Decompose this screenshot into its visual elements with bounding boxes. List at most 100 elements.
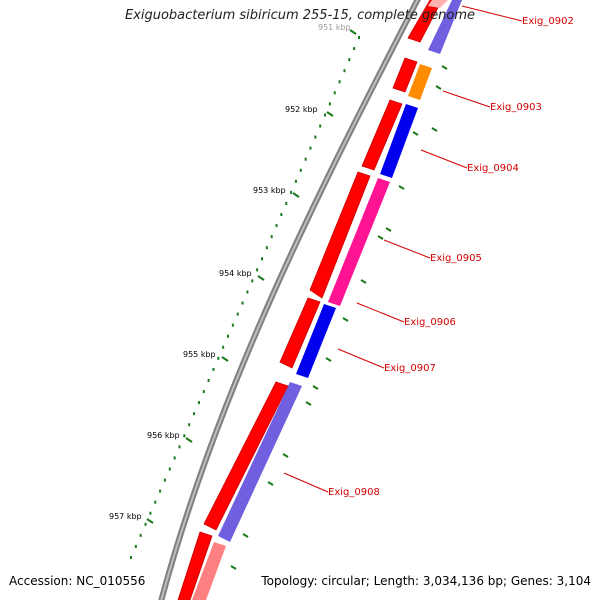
scale-dot xyxy=(178,445,181,449)
minor-tick xyxy=(305,401,312,406)
scale-dot xyxy=(280,213,283,217)
gene-label[interactable]: Exig_0906 xyxy=(404,317,456,328)
leader-line xyxy=(420,149,468,169)
scale-dots xyxy=(130,36,360,559)
gene-label[interactable]: Exig_0907 xyxy=(384,363,436,374)
minor-tick xyxy=(242,533,249,538)
scale-dot xyxy=(328,102,331,106)
scale-dot xyxy=(285,201,288,205)
scale-dot xyxy=(212,367,215,371)
gene-leader-lines xyxy=(283,5,523,493)
minor-tick xyxy=(312,385,319,390)
scale-dot xyxy=(314,135,317,139)
scale-labels: 951 kbp 952 kbp 953 kbp 954 kbp 955 kbp 956 k… xyxy=(109,23,351,521)
scale-dot xyxy=(324,113,327,117)
leader-line xyxy=(383,239,431,259)
minor-tick xyxy=(385,227,392,232)
minor-tick xyxy=(435,85,442,90)
gene-arrow[interactable] xyxy=(392,57,418,93)
scale-dot xyxy=(173,456,176,460)
leader-line xyxy=(461,5,523,22)
minor-tick xyxy=(325,357,332,362)
scale-dot xyxy=(231,323,234,327)
minor-tick xyxy=(282,453,289,458)
scale-dot xyxy=(217,356,220,360)
gene-label[interactable]: Exig_0905 xyxy=(430,253,482,264)
scale-dot xyxy=(275,224,278,228)
minor-tick xyxy=(360,279,367,284)
scale-tick xyxy=(257,275,265,281)
gene-block[interactable] xyxy=(328,178,390,306)
scale-dot xyxy=(163,478,166,482)
scale-dot xyxy=(207,378,210,382)
gene-arrow[interactable] xyxy=(177,531,213,600)
scale-tick xyxy=(185,437,193,443)
scale-dot xyxy=(134,544,137,548)
minor-tick xyxy=(431,127,438,132)
scale-dot xyxy=(343,69,346,73)
minor-tick xyxy=(377,235,384,240)
scale-dot xyxy=(188,423,191,427)
scale-dot xyxy=(260,257,263,261)
scale-tick xyxy=(349,29,357,35)
minor-tick xyxy=(412,131,419,136)
leader-line xyxy=(283,472,329,493)
scale-label: 956 kbp xyxy=(147,431,180,440)
gene-block[interactable] xyxy=(218,382,302,542)
scale-ticks xyxy=(146,29,448,570)
scale-dot xyxy=(348,58,351,62)
gene-block[interactable] xyxy=(296,304,336,378)
genome-backbone xyxy=(158,0,421,600)
scale-dot xyxy=(193,412,196,416)
gene-block[interactable] xyxy=(428,0,448,8)
gene-arrow[interactable] xyxy=(361,99,403,171)
scale-dot xyxy=(130,556,132,559)
accession-label: Accession: NC_010556 xyxy=(9,574,146,588)
scale-dot xyxy=(265,246,268,250)
scale-dot xyxy=(159,489,162,493)
minor-tick xyxy=(342,317,349,322)
gene-labels: Exig_0902 Exig_0903 Exig_0904 Exig_0905 Exig… xyxy=(328,16,574,498)
gene-block[interactable] xyxy=(380,104,418,178)
gene-label[interactable]: Exig_0904 xyxy=(467,163,519,174)
scale-dot xyxy=(256,268,259,272)
gene-block[interactable] xyxy=(428,0,462,54)
scale-dot xyxy=(144,522,147,526)
gene-label[interactable]: Exig_0902 xyxy=(522,16,574,27)
gene-arrow[interactable] xyxy=(309,171,371,299)
gene-arrow[interactable] xyxy=(407,0,443,43)
scale-dot xyxy=(149,511,152,515)
scale-dot xyxy=(227,334,230,338)
scale-tick xyxy=(221,356,229,362)
scale-label: 952 kbp xyxy=(285,105,318,114)
scale-dot xyxy=(358,36,360,39)
scale-dot xyxy=(246,290,249,294)
scale-dot xyxy=(299,168,302,172)
gene-arrow[interactable] xyxy=(279,297,321,369)
scale-label: 951 kbp xyxy=(318,23,351,32)
scale-tick xyxy=(326,111,334,117)
scale-dot xyxy=(241,301,244,305)
scale-dot xyxy=(319,124,322,128)
scale-dot xyxy=(294,179,297,183)
forward-strand xyxy=(177,0,443,600)
scale-dot xyxy=(139,533,142,537)
gene-arrow[interactable] xyxy=(203,381,289,531)
genome-title: Exiguobacterium sibiricum 255-15, comple… xyxy=(124,8,476,23)
topology-label: Topology: circular; Length: 3,034,136 bp… xyxy=(261,574,591,588)
scale-dot xyxy=(290,190,293,194)
gene-block[interactable] xyxy=(192,542,226,600)
minor-tick xyxy=(230,565,237,570)
leader-line xyxy=(356,302,405,323)
scale-dot xyxy=(197,401,200,405)
gene-label[interactable]: Exig_0908 xyxy=(328,487,380,498)
scale-label: 955 kbp xyxy=(183,350,216,359)
scale-dot xyxy=(338,80,341,84)
scale-tick xyxy=(146,518,154,524)
gene-label[interactable]: Exig_0903 xyxy=(490,102,542,113)
gene-block[interactable] xyxy=(408,64,432,100)
scale-label: 954 kbp xyxy=(219,269,252,278)
leader-line xyxy=(442,90,491,108)
scale-dot xyxy=(154,500,157,504)
